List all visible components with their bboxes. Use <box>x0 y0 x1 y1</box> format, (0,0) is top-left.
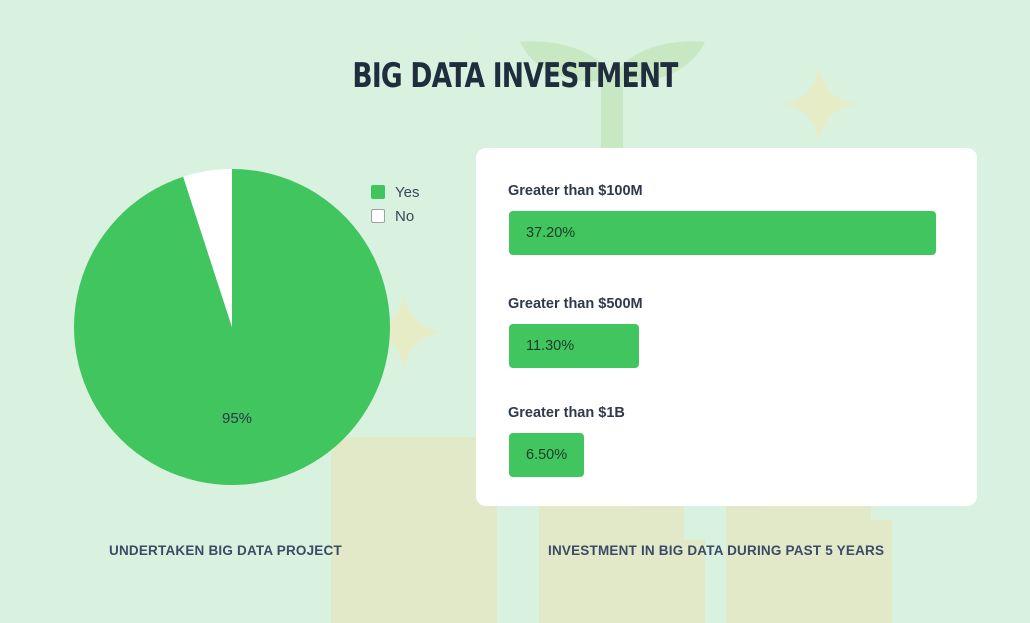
pie-chart: 95% <box>70 165 394 489</box>
pie-caption: UNDERTAKEN BIG DATA PROJECT <box>109 543 342 558</box>
pie-slice-no <box>183 169 232 327</box>
bar-100m: 37.20% <box>509 211 936 255</box>
bar-group-500m: Greater than $500M 11.30% <box>508 296 936 368</box>
pie-slice-yes <box>74 169 391 486</box>
page-title: BIG DATA INVESTMENT <box>352 56 678 96</box>
bar-500m: 11.30% <box>509 324 639 368</box>
bar-value-label: 37.20% <box>526 225 576 241</box>
bar-category-label: Greater than $1B <box>508 405 625 421</box>
legend-swatch-yes <box>371 185 385 199</box>
bar-category-label: Greater than $100M <box>508 183 643 199</box>
legend-swatch-no <box>371 209 385 223</box>
bar-track: 37.20% <box>508 211 936 255</box>
bar-group-1b: Greater than $1B 6.50% <box>508 405 936 477</box>
pie-label-yes: 95% <box>222 410 253 427</box>
bar-track: 6.50% <box>508 433 936 477</box>
legend-item-yes: Yes <box>371 180 419 204</box>
bar-chart-card: Greater than $100M 37.20% Greater than $… <box>476 148 977 506</box>
bar-1b: 6.50% <box>509 433 584 477</box>
legend-label-no: No <box>395 207 415 225</box>
pie-svg <box>74 169 391 486</box>
bar-track: 11.30% <box>508 324 936 368</box>
bar-value-label: 11.30% <box>526 338 575 354</box>
bar-value-label: 6.50% <box>526 447 568 463</box>
bar-category-label: Greater than $500M <box>508 296 643 312</box>
legend-item-no: No <box>371 204 419 228</box>
bar-group-100m: Greater than $100M 37.20% <box>508 183 936 255</box>
pie-legend: Yes No <box>371 180 419 228</box>
bar-caption: INVESTMENT IN BIG DATA DURING PAST 5 YEA… <box>548 543 885 558</box>
legend-label-yes: Yes <box>395 183 420 201</box>
